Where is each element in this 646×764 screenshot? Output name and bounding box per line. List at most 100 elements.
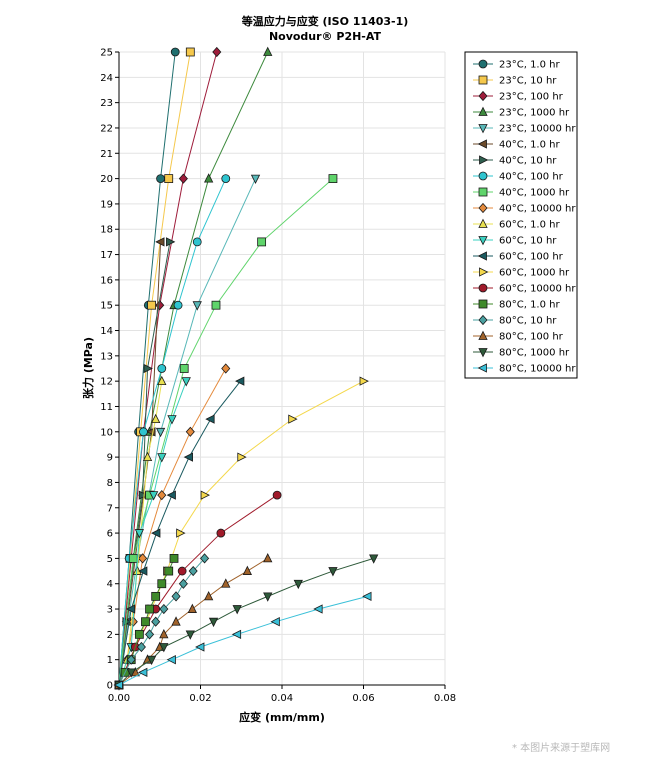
data-point bbox=[143, 363, 153, 374]
watermark-text: * 本图片来源于塑库网 bbox=[512, 741, 610, 754]
legend-entry: 60°C, 10 hr bbox=[473, 236, 557, 247]
data-point bbox=[237, 452, 247, 462]
legend-swatch-marker bbox=[478, 187, 488, 197]
series-19 bbox=[114, 554, 379, 691]
series-line bbox=[118, 380, 241, 686]
y-tick-label: 9 bbox=[107, 453, 113, 464]
legend-label: 60°C, 1.0 hr bbox=[499, 220, 560, 231]
data-point bbox=[187, 603, 197, 613]
series-layer bbox=[113, 46, 379, 691]
axes: 0123456789101112131415161718192021222324… bbox=[100, 48, 456, 705]
data-point bbox=[170, 47, 180, 57]
y-tick-label: 24 bbox=[100, 73, 113, 84]
data-point bbox=[208, 617, 219, 628]
y-tick-label: 4 bbox=[107, 579, 113, 590]
data-point bbox=[181, 377, 191, 387]
data-point bbox=[159, 603, 169, 615]
legend-swatch-marker bbox=[478, 314, 488, 326]
data-point bbox=[176, 528, 186, 538]
y-tick-label: 25 bbox=[100, 48, 113, 59]
legend-label: 80°C, 1000 hr bbox=[499, 348, 570, 359]
data-point bbox=[232, 605, 242, 615]
legend-entry: 40°C, 1.0 hr bbox=[473, 139, 560, 151]
legend-swatch-marker bbox=[478, 330, 488, 340]
data-point bbox=[146, 655, 157, 666]
legend-swatch-marker bbox=[479, 267, 489, 277]
y-tick-label: 19 bbox=[100, 199, 113, 210]
chart-subtitle: Novodur® P2H-AT bbox=[269, 30, 382, 43]
y-tick-label: 0 bbox=[107, 681, 113, 692]
data-point bbox=[221, 578, 231, 588]
data-point bbox=[272, 490, 282, 500]
data-point bbox=[151, 413, 161, 424]
legend-entry: 80°C, 1.0 hr bbox=[473, 300, 560, 311]
data-point bbox=[313, 604, 323, 614]
data-point bbox=[178, 578, 188, 589]
y-tick-label: 7 bbox=[107, 503, 113, 514]
legend-swatch-marker bbox=[478, 218, 488, 228]
data-point bbox=[151, 528, 161, 538]
data-point bbox=[134, 529, 145, 539]
data-point bbox=[235, 376, 245, 386]
legend-label: 60°C, 10000 hr bbox=[499, 284, 576, 295]
data-point bbox=[166, 655, 176, 665]
data-point bbox=[134, 629, 144, 639]
legend-swatch-marker bbox=[477, 251, 487, 261]
x-tick-label: 0.06 bbox=[352, 693, 374, 704]
data-point bbox=[159, 643, 169, 653]
data-point bbox=[250, 174, 261, 184]
legend-entry: 80°C, 10000 hr bbox=[473, 363, 576, 375]
legend-swatch-marker bbox=[477, 363, 487, 373]
legend-label: 23°C, 10000 hr bbox=[499, 124, 576, 135]
series-line bbox=[118, 494, 278, 686]
legend-label: 60°C, 100 hr bbox=[499, 252, 564, 263]
data-point bbox=[362, 591, 372, 602]
data-point bbox=[328, 174, 338, 184]
data-point bbox=[257, 237, 267, 247]
data-point bbox=[216, 528, 226, 538]
y-tick-label: 21 bbox=[100, 149, 113, 160]
data-point bbox=[138, 667, 148, 677]
y-tick-label: 22 bbox=[100, 123, 113, 134]
x-tick-label: 0.08 bbox=[434, 693, 456, 704]
data-point bbox=[157, 364, 167, 373]
legend-entry: 60°C, 1.0 hr bbox=[473, 218, 560, 231]
data-point bbox=[139, 427, 148, 437]
data-point bbox=[185, 47, 195, 57]
data-point bbox=[156, 174, 165, 184]
y-tick-label: 1 bbox=[107, 655, 113, 666]
legend-swatch-marker bbox=[478, 348, 488, 358]
y-tick-label: 3 bbox=[107, 605, 113, 616]
data-point bbox=[192, 301, 202, 311]
legend-swatch-marker bbox=[478, 75, 488, 85]
data-point bbox=[166, 237, 176, 247]
data-point bbox=[195, 642, 205, 652]
y-axis-label: 张力 (MPa) bbox=[81, 337, 95, 399]
legend-label: 60°C, 1000 hr bbox=[499, 268, 570, 279]
y-tick-label: 6 bbox=[107, 529, 113, 540]
data-point bbox=[270, 617, 280, 627]
legend-entry: 23°C, 1.0 hr bbox=[473, 60, 560, 71]
data-point bbox=[169, 554, 179, 563]
data-point bbox=[171, 591, 181, 602]
data-point bbox=[177, 566, 187, 576]
data-point bbox=[147, 300, 157, 310]
data-point bbox=[138, 553, 148, 564]
data-point bbox=[359, 376, 369, 386]
data-point bbox=[167, 415, 177, 425]
data-point bbox=[145, 604, 154, 614]
series-line bbox=[118, 558, 205, 686]
data-point bbox=[211, 300, 221, 310]
data-point bbox=[166, 490, 176, 500]
legend-swatch-marker bbox=[478, 106, 488, 116]
legend-label: 23°C, 1.0 hr bbox=[499, 60, 560, 71]
data-point bbox=[164, 174, 174, 184]
legend-label: 23°C, 100 hr bbox=[499, 92, 564, 103]
legend-swatch-marker bbox=[479, 155, 489, 165]
y-tick-label: 18 bbox=[100, 225, 113, 236]
legend-swatch-marker bbox=[478, 59, 488, 69]
legend-swatch-marker bbox=[478, 299, 488, 309]
grid bbox=[118, 51, 446, 686]
x-tick-label: 0.00 bbox=[108, 693, 130, 704]
data-point bbox=[155, 427, 166, 438]
